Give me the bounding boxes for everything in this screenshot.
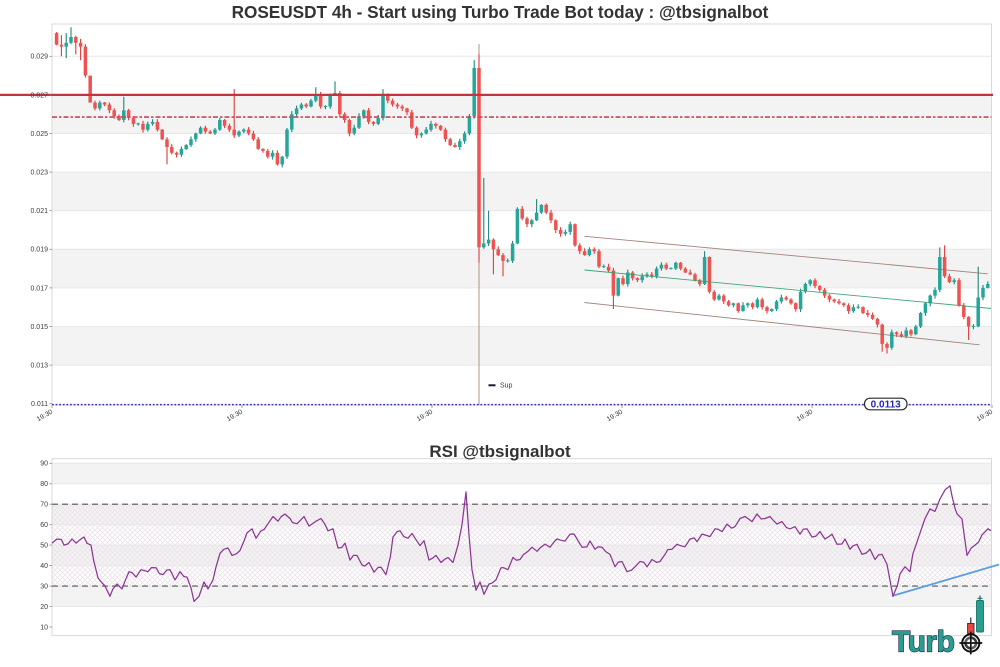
svg-text:0.023: 0.023 — [30, 170, 48, 177]
svg-text:0.025: 0.025 — [30, 131, 48, 138]
svg-text:0.019: 0.019 — [30, 247, 48, 254]
svg-text:0.013: 0.013 — [30, 363, 48, 370]
svg-text:0.029: 0.029 — [30, 54, 48, 61]
svg-text:0.015: 0.015 — [30, 324, 48, 331]
svg-text:Sup: Sup — [500, 383, 513, 390]
svg-text:RSI @tbsignalbot: RSI @tbsignalbot — [429, 442, 571, 461]
svg-text:Turb: Turb — [892, 626, 955, 659]
svg-text:0.017: 0.017 — [30, 285, 48, 292]
svg-text:0.011: 0.011 — [31, 401, 48, 408]
svg-text:ROSEUSDT 4h - Start using Turb: ROSEUSDT 4h - Start using Turbo Trade Bo… — [232, 2, 769, 22]
svg-text:0.027: 0.027 — [30, 92, 48, 99]
svg-text:90: 90 — [40, 461, 48, 468]
svg-text:60: 60 — [40, 522, 48, 529]
svg-text:70: 70 — [40, 502, 48, 509]
svg-text:80: 80 — [40, 481, 48, 488]
svg-text:20: 20 — [40, 604, 48, 611]
svg-text:30: 30 — [40, 584, 48, 591]
svg-text:0.0113: 0.0113 — [871, 399, 901, 410]
svg-text:40: 40 — [40, 563, 48, 570]
svg-text:50: 50 — [40, 543, 48, 550]
svg-text:10: 10 — [40, 624, 48, 631]
svg-text:0.021: 0.021 — [30, 208, 48, 215]
